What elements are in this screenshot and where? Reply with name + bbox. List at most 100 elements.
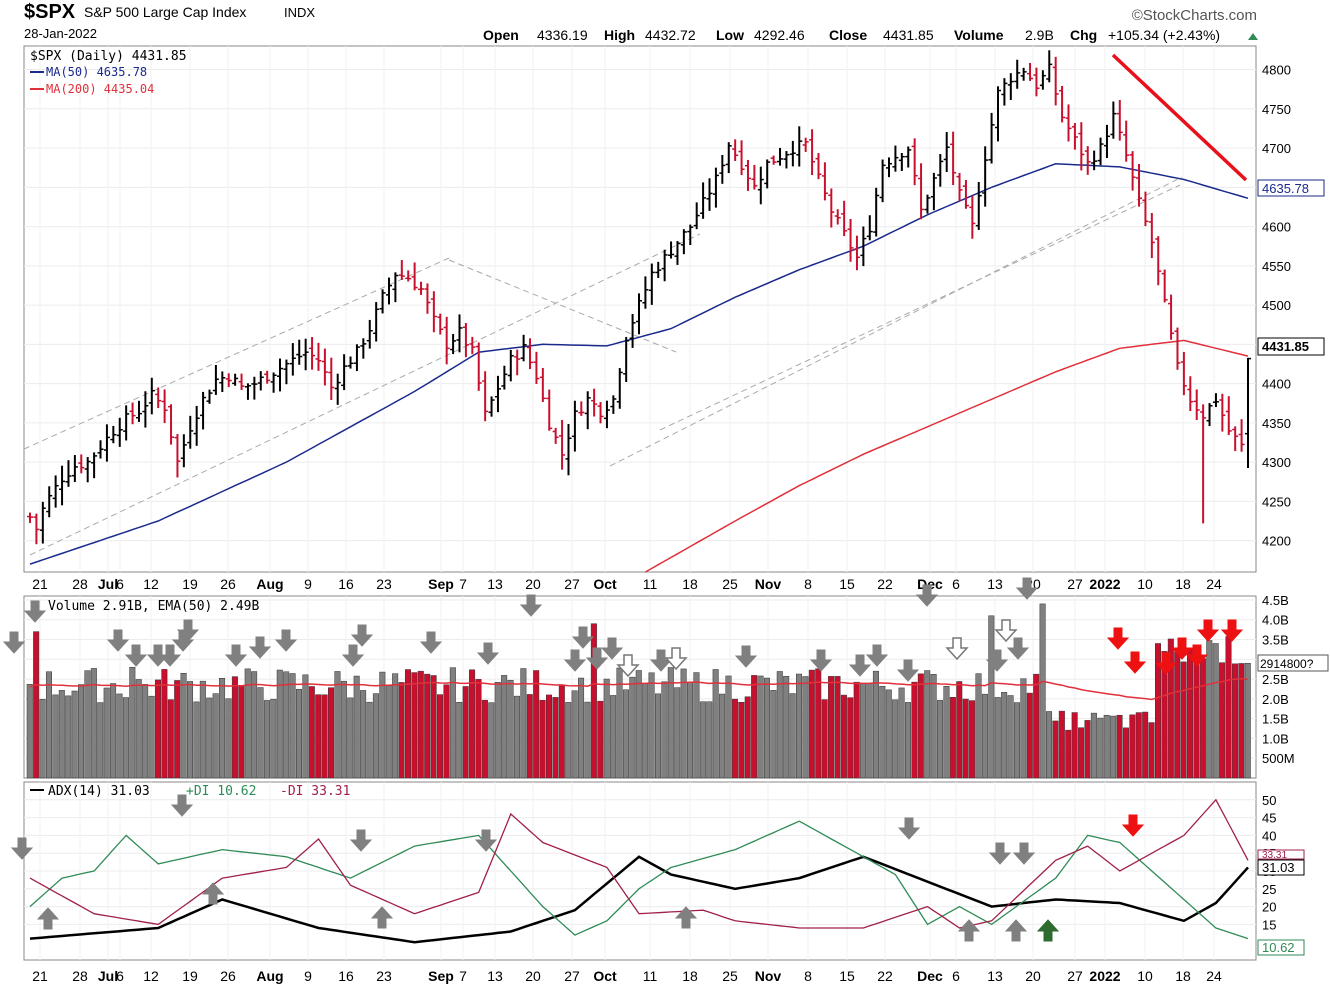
ohlc-bar: [1084, 146, 1091, 175]
volume-bar: [763, 677, 770, 779]
ohlc-bar: [219, 371, 226, 393]
legend-mdi: -DI 33.31: [280, 784, 350, 799]
volume-bar: [116, 693, 123, 779]
volume-bar: [706, 701, 713, 779]
ohlc-bar: [642, 276, 649, 309]
down-arrow-icon: [1006, 637, 1030, 660]
ohlc-bar: [110, 425, 117, 444]
down-arrow-icon: [734, 645, 758, 668]
x-tick-label: 20: [525, 576, 541, 592]
volume-label: Volume: [954, 27, 1004, 43]
up-arrow-icon: [1004, 919, 1028, 942]
x-tick-label: 11: [643, 576, 658, 592]
ohlc-bar: [1219, 393, 1226, 432]
ohlc-bar: [956, 172, 963, 202]
ohlc-bar: [65, 460, 72, 487]
x-tick-label: 25: [722, 968, 738, 984]
x-tick-label: 13: [487, 576, 503, 592]
volume-bar: [1065, 729, 1072, 779]
volume-bar: [475, 679, 482, 779]
volume-bar: [513, 695, 520, 779]
ohlc-bar: [783, 151, 790, 169]
x-tick-label: 9: [304, 576, 312, 592]
volume-ema-line: [29, 677, 1249, 701]
ohlc-bar: [1059, 85, 1066, 123]
ohlc-bars: [27, 50, 1251, 545]
ohlc-bar: [328, 357, 335, 401]
ohlc-bar: [802, 137, 809, 152]
volume-ytick-label: 2.5B: [1262, 672, 1289, 687]
volume-bar: [975, 673, 982, 779]
volume-bar: [930, 674, 937, 779]
volume-bar: [321, 694, 328, 779]
adx-lines: [29, 798, 1249, 944]
volume-bars: [26, 603, 1251, 779]
ohlc-bar: [450, 334, 457, 355]
hollow-down-arrow-icon: [994, 619, 1018, 643]
ohlc-bar: [514, 349, 521, 376]
volume-bar: [385, 685, 392, 779]
ohlc-bar: [244, 383, 251, 400]
ohlc-bar: [700, 182, 707, 219]
volume-bar: [90, 668, 97, 779]
ohlc-bar: [257, 371, 264, 391]
volume-bar: [776, 671, 783, 779]
ohlc-bar: [1001, 78, 1008, 106]
down-arrow-icon: [988, 842, 1012, 865]
ohlc-bar: [494, 375, 501, 413]
volume-bar: [904, 702, 911, 779]
volume-bar: [84, 670, 91, 779]
x-tick-label: 20: [1025, 968, 1041, 984]
adx-ytick-label: 25: [1262, 882, 1276, 897]
adx-legend: ADX(14) 31.03 +DI 10.62 -DI 33.31: [30, 784, 350, 799]
volume-bar: [584, 701, 591, 779]
ohlc-bar: [674, 241, 681, 265]
volume-bar: [26, 684, 33, 779]
ohlc-bar: [539, 367, 546, 403]
ohlc-bar: [777, 147, 784, 166]
volume-bar: [603, 678, 610, 779]
volume-bar: [65, 695, 72, 779]
ohlc-bar: [687, 224, 694, 246]
down-arrow-icon: [1123, 651, 1147, 674]
volume-bar: [1020, 678, 1027, 779]
hollow-down-arrow-icon: [616, 654, 640, 678]
ohlc-bar: [732, 139, 739, 161]
ohlc-bar: [930, 172, 937, 211]
volume-bar: [943, 686, 950, 779]
down-arrow-icon: [563, 649, 587, 672]
x-tick-label: 22: [877, 968, 893, 984]
ohlc-bar: [815, 153, 822, 180]
down-arrow-icon: [809, 649, 833, 672]
ohlc-bar: [353, 344, 360, 372]
volume-bar: [1058, 710, 1065, 779]
x-tick-label: 21: [32, 576, 48, 592]
ohlc-bar: [892, 145, 899, 172]
ohlc-bar: [873, 187, 880, 237]
volume-bar: [462, 686, 469, 779]
chart-date: 28-Jan-2022: [24, 26, 97, 41]
ohlc-bar: [828, 188, 835, 228]
down-arrow-icon: [419, 631, 443, 654]
volume-bar: [469, 669, 476, 779]
x-tick-label: 12: [143, 576, 159, 592]
ohlc-bar: [962, 180, 969, 209]
ohlc-bar: [1200, 404, 1207, 524]
x-tick-label: 27: [564, 968, 580, 984]
ohlc-bar: [200, 391, 207, 430]
ohlc-bar: [385, 277, 392, 305]
ohlc-bar: [841, 200, 848, 237]
price-panel-frame: [23, 45, 1257, 573]
ohlc-bar: [155, 387, 162, 409]
down-arrow-icon: [865, 644, 889, 667]
price-ytick-label: 4800: [1262, 63, 1291, 78]
volume-bar: [860, 683, 867, 779]
hollow-down-arrow-icon: [945, 637, 969, 661]
ohlc-bar: [661, 249, 668, 282]
legend-pdi: +DI 10.62: [186, 784, 256, 799]
x-tick-label: Sep: [428, 968, 454, 984]
volume-bar: [1110, 715, 1117, 779]
x-tick-label: 12: [143, 968, 159, 984]
volume-bar: [45, 671, 52, 779]
badge-adx: 31.03: [1262, 860, 1295, 875]
